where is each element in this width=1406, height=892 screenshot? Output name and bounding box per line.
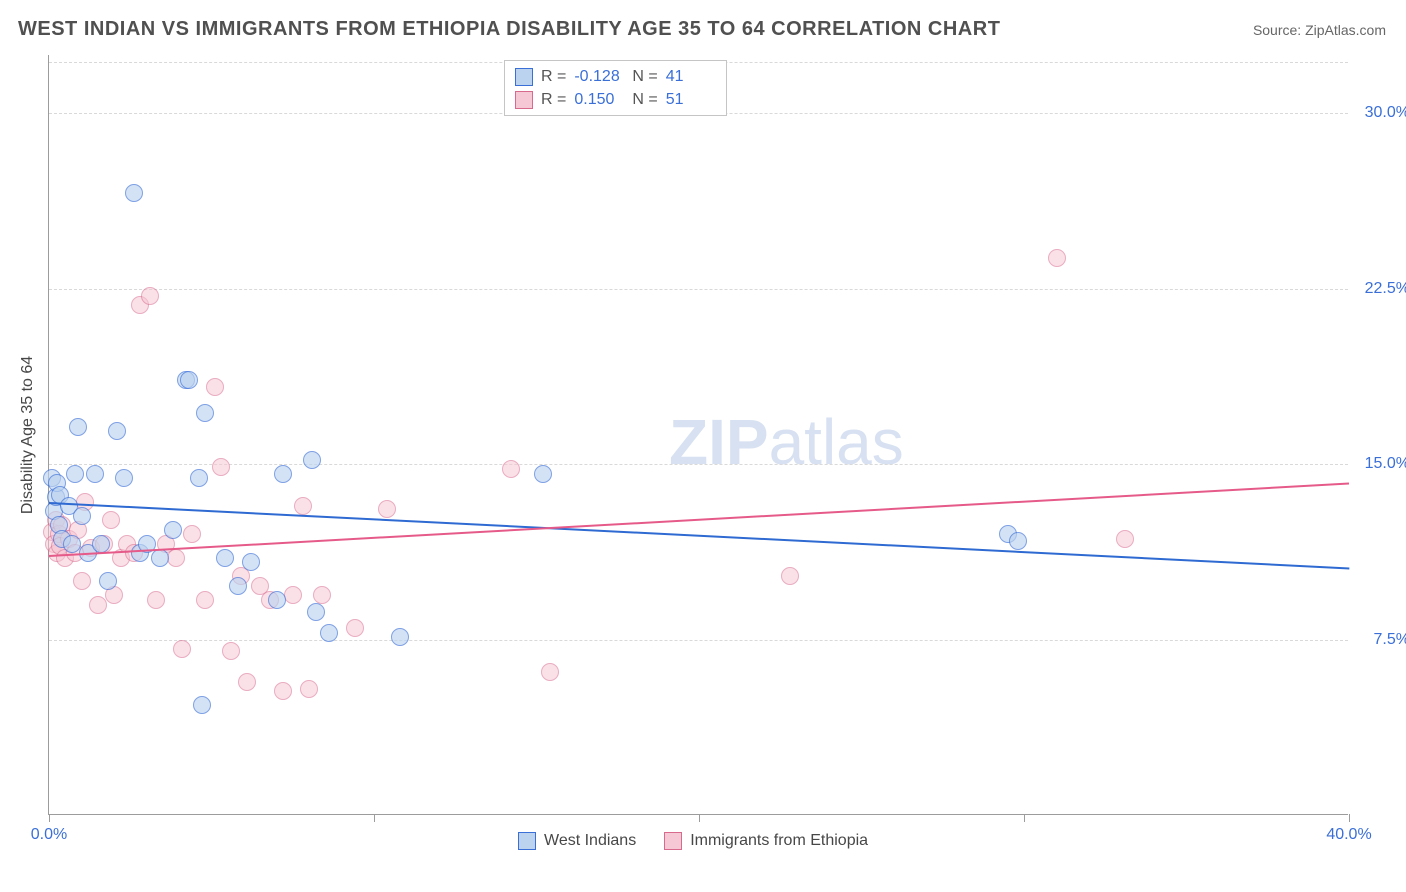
x-tick-label: 0.0%	[31, 826, 67, 844]
data-point	[196, 591, 214, 609]
data-point	[346, 619, 364, 637]
plot-area: ZIPatlas 7.5%15.0%22.5%30.0%0.0%40.0%R =…	[48, 55, 1348, 815]
y-tick-label: 7.5%	[1355, 631, 1406, 649]
data-point	[92, 535, 110, 553]
data-point	[180, 371, 198, 389]
legend-item-pink: Immigrants from Ethiopia	[664, 832, 868, 850]
data-point	[73, 507, 91, 525]
y-tick-label: 15.0%	[1355, 455, 1406, 473]
legend-r-label: R =	[541, 65, 566, 88]
data-point	[151, 549, 169, 567]
data-point	[313, 586, 331, 604]
legend-top-row: R = 0.150 N = 51	[515, 88, 716, 111]
chart-title: WEST INDIAN VS IMMIGRANTS FROM ETHIOPIA …	[18, 18, 1000, 41]
legend-swatch-blue	[518, 832, 536, 850]
legend-bottom: West Indians Immigrants from Ethiopia	[518, 832, 868, 850]
data-point	[222, 642, 240, 660]
source-label: Source: ZipAtlas.com	[1253, 22, 1386, 38]
data-point	[167, 549, 185, 567]
data-point	[69, 418, 87, 436]
x-tick-label: 40.0%	[1326, 826, 1371, 844]
data-point	[378, 500, 396, 518]
data-point	[284, 586, 302, 604]
data-point	[193, 696, 211, 714]
legend-swatch	[515, 68, 533, 86]
legend-item-blue: West Indians	[518, 832, 636, 850]
data-point	[320, 624, 338, 642]
data-point	[238, 673, 256, 691]
legend-top: R = -0.128 N = 41 R = 0.150 N = 51	[504, 60, 727, 116]
legend-top-row: R = -0.128 N = 41	[515, 65, 716, 88]
trend-line	[49, 483, 1349, 557]
data-point	[86, 465, 104, 483]
watermark-atlas: atlas	[769, 406, 904, 478]
data-point	[212, 458, 230, 476]
data-point	[183, 525, 201, 543]
data-point	[1116, 530, 1134, 548]
data-point	[502, 460, 520, 478]
watermark: ZIPatlas	[669, 405, 904, 479]
x-tick	[1024, 814, 1025, 822]
data-point	[89, 596, 107, 614]
legend-swatch-pink	[664, 832, 682, 850]
gridline	[49, 464, 1348, 465]
data-point	[115, 469, 133, 487]
y-tick-label: 22.5%	[1355, 280, 1406, 298]
data-point	[541, 663, 559, 681]
data-point	[196, 404, 214, 422]
legend-label-blue: West Indians	[544, 832, 636, 850]
data-point	[73, 572, 91, 590]
data-point	[781, 567, 799, 585]
data-point	[274, 465, 292, 483]
legend-r-label: R =	[541, 88, 566, 111]
gridline	[49, 289, 1348, 290]
legend-label-pink: Immigrants from Ethiopia	[690, 832, 868, 850]
y-tick-label: 30.0%	[1355, 104, 1406, 122]
legend-r-value: -0.128	[574, 65, 624, 88]
gridline	[49, 640, 1348, 641]
data-point	[274, 682, 292, 700]
watermark-zip: ZIP	[669, 406, 769, 478]
data-point	[108, 422, 126, 440]
x-tick	[1349, 814, 1350, 822]
data-point	[99, 572, 117, 590]
data-point	[534, 465, 552, 483]
data-point	[147, 591, 165, 609]
data-point	[1009, 532, 1027, 550]
x-tick	[699, 814, 700, 822]
data-point	[206, 378, 224, 396]
data-point	[66, 465, 84, 483]
data-point	[307, 603, 325, 621]
legend-n-value: 51	[666, 88, 716, 111]
data-point	[164, 521, 182, 539]
x-tick	[49, 814, 50, 822]
data-point	[216, 549, 234, 567]
legend-n-label: N =	[632, 65, 657, 88]
data-point	[1048, 249, 1066, 267]
data-point	[102, 511, 120, 529]
data-point	[63, 535, 81, 553]
legend-r-value: 0.150	[574, 88, 624, 111]
x-tick	[374, 814, 375, 822]
legend-n-label: N =	[632, 88, 657, 111]
data-point	[391, 628, 409, 646]
data-point	[303, 451, 321, 469]
data-point	[294, 497, 312, 515]
legend-n-value: 41	[666, 65, 716, 88]
data-point	[173, 640, 191, 658]
y-axis-label: Disability Age 35 to 64	[19, 356, 37, 514]
data-point	[242, 553, 260, 571]
data-point	[141, 287, 159, 305]
legend-swatch	[515, 91, 533, 109]
data-point	[125, 184, 143, 202]
data-point	[268, 591, 286, 609]
data-point	[229, 577, 247, 595]
data-point	[190, 469, 208, 487]
data-point	[300, 680, 318, 698]
